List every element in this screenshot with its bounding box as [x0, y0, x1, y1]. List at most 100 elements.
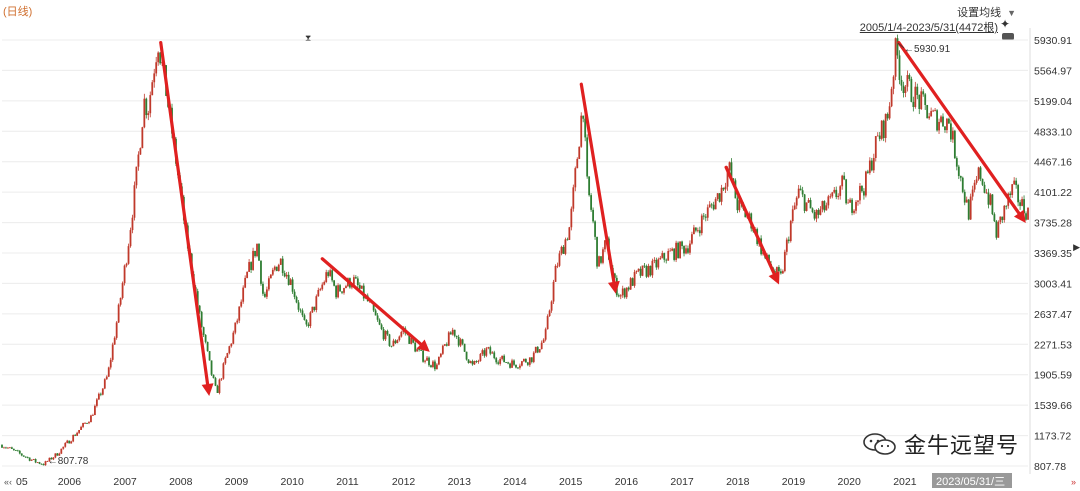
- candle-body: [46, 461, 49, 463]
- candle-body: [147, 113, 150, 116]
- x-tick-label: 2008: [169, 476, 193, 488]
- candle-body: [884, 113, 887, 139]
- candle-body: [791, 209, 794, 222]
- x-tick-label: 05: [16, 476, 28, 488]
- candle-body: [459, 339, 462, 346]
- candle-body: [9, 447, 11, 449]
- candle-body: [991, 194, 994, 215]
- candle-body: [700, 215, 703, 234]
- candle-body: [84, 422, 86, 424]
- candle-body: [536, 346, 539, 353]
- pin-icon[interactable]: ✦: [999, 17, 1010, 31]
- date-range-text[interactable]: 2005/1/4-2023/5/31(4472根): [859, 22, 998, 34]
- candle-body: [888, 106, 891, 119]
- annotations: ←5930.91 ←807.78: [48, 42, 951, 467]
- chevron-right-icon[interactable]: ▶: [1073, 242, 1080, 252]
- candle-body: [989, 194, 992, 205]
- candle-body: [914, 86, 917, 107]
- trend-arrow-head: [607, 280, 620, 294]
- scroll-handle[interactable]: [1002, 33, 1014, 40]
- candle-body: [513, 360, 515, 365]
- candle-body: [872, 157, 875, 171]
- candle-body: [362, 285, 365, 299]
- candle-body: [521, 361, 523, 366]
- crosshair-marker-icon[interactable]: ⧗: [305, 33, 312, 43]
- candle-body: [1015, 180, 1018, 186]
- candle-body: [109, 359, 112, 368]
- candle-body: [928, 116, 931, 119]
- grid-lines: [2, 28, 1031, 474]
- candle-body: [1003, 205, 1006, 220]
- candle-body: [218, 379, 221, 393]
- candle-body: [659, 257, 662, 260]
- candle-body: [519, 365, 521, 368]
- candle-body: [295, 296, 298, 303]
- candle-body: [813, 212, 816, 219]
- scroll-left-button[interactable]: «‹: [4, 477, 13, 487]
- candle-body: [663, 253, 666, 260]
- candle-body: [635, 270, 638, 272]
- candle-body: [299, 309, 302, 311]
- candle-body: [833, 189, 836, 193]
- x-tick-label: 2010: [281, 476, 305, 488]
- candle-body: [586, 137, 589, 177]
- candle-body: [465, 351, 468, 360]
- candle-body: [7, 447, 9, 449]
- candle-body: [451, 329, 454, 335]
- candle-body: [22, 455, 25, 457]
- min-value-label: ←807.78: [48, 456, 89, 467]
- candle-body: [631, 278, 634, 286]
- candle-body: [58, 453, 61, 456]
- candle-body: [396, 340, 399, 344]
- candle-body: [955, 158, 958, 167]
- candle-body: [540, 342, 543, 350]
- candle-body: [66, 440, 69, 444]
- y-tick-label: 4833.10: [1034, 126, 1072, 138]
- ma-setting-button[interactable]: 设置均线 ▼: [957, 4, 1016, 20]
- candle-body: [497, 362, 500, 364]
- candle-body: [710, 204, 713, 206]
- candle-body: [414, 342, 417, 352]
- candle-body: [123, 265, 126, 284]
- candle-body: [473, 361, 476, 365]
- candle-body: [675, 242, 678, 260]
- candle-body: [329, 270, 332, 276]
- period-label[interactable]: (日线): [3, 6, 33, 18]
- candle-body: [787, 239, 790, 242]
- candle-body: [870, 160, 873, 171]
- candle-body: [266, 289, 268, 297]
- candle-body: [979, 167, 982, 179]
- candle-body: [578, 146, 581, 159]
- candle-body: [416, 349, 419, 352]
- scroll-right-button[interactable]: »: [1070, 477, 1076, 487]
- candle-body: [509, 363, 511, 368]
- y-axis-labels: 807.78 1173.72 1539.66 1905.59 2271.53 2637.4…: [1034, 35, 1072, 473]
- candle-body: [222, 363, 225, 379]
- candle-body: [127, 246, 130, 264]
- candle-body: [987, 192, 990, 205]
- candle-body: [238, 306, 241, 321]
- watermark-text: 金牛远望号: [904, 434, 1020, 459]
- candle-body: [722, 187, 725, 190]
- candle-body: [975, 179, 978, 183]
- candle-body: [354, 277, 357, 279]
- candle-body: [12, 448, 15, 451]
- candle-body: [890, 88, 893, 107]
- candle-body: [953, 130, 956, 159]
- candle-body: [345, 286, 347, 289]
- candle-body: [491, 352, 494, 354]
- candle-body: [720, 187, 723, 202]
- candle-body: [965, 199, 968, 203]
- candle-body: [797, 188, 800, 198]
- candle-body: [382, 329, 385, 340]
- candle-body: [283, 273, 286, 277]
- candle-body: [246, 271, 249, 278]
- candle-body: [961, 177, 964, 192]
- candle-body: [522, 359, 525, 362]
- candle-body: [718, 193, 721, 202]
- candle-body: [262, 283, 264, 294]
- candle-body: [422, 350, 424, 362]
- candle-body: [52, 457, 55, 460]
- candle-body: [305, 319, 308, 325]
